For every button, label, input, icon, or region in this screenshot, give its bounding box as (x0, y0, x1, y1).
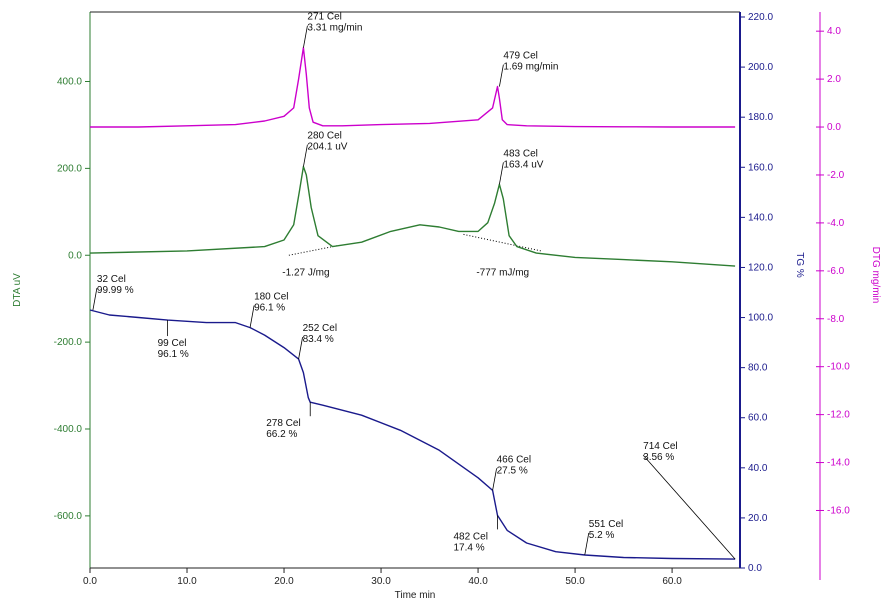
dta-tick-label: 0.0 (68, 250, 82, 261)
dtg-tick-label: -2.0 (827, 170, 845, 181)
tg-tick-label: 40.0 (748, 463, 768, 474)
dta-axis-label: DTA uV (12, 273, 23, 307)
dtg-tick-label: -4.0 (827, 218, 845, 229)
tg-tick-label: 80.0 (748, 363, 768, 374)
tg-tick-label: 100.0 (748, 313, 773, 324)
tg-axis-label: TG % (794, 252, 805, 278)
annotation-leader (492, 468, 498, 491)
annotation-leader (303, 144, 308, 167)
annotation-label: 180 Cel (254, 292, 288, 303)
dta-tick-label: -200.0 (54, 337, 83, 348)
dtg-tick-label: 2.0 (827, 74, 841, 85)
tg-tick-label: 140.0 (748, 212, 773, 223)
tg-tick-label: 180.0 (748, 112, 773, 123)
tg-tick-label: 220.0 (748, 12, 773, 23)
annotation-label: 96.1 % (254, 303, 285, 314)
annotation-label: 96.1 % (158, 349, 189, 360)
annotation-leader (92, 287, 98, 311)
x-tick-label: 40.0 (468, 576, 488, 587)
dta-tick-label: 200.0 (57, 163, 82, 174)
x-axis-label: Time min (395, 590, 436, 601)
annotation-label: 5.2 % (589, 530, 615, 541)
x-tick-label: 50.0 (565, 576, 585, 587)
tg-tick-label: 20.0 (748, 513, 768, 524)
dtg-series-line (90, 47, 736, 128)
annotation-label: 163.4 uV (503, 159, 543, 170)
annotation-label: 27.5 % (497, 465, 528, 476)
tg-tick-label: 120.0 (748, 262, 773, 273)
x-tick-label: 10.0 (177, 576, 197, 587)
annotation-label: 271 Cel (307, 12, 341, 23)
annotation-label: 17.4 % (453, 542, 484, 553)
annotation-leader (249, 305, 255, 328)
dtg-tick-label: -14.0 (827, 458, 850, 469)
annotation-label: 483 Cel (503, 148, 537, 159)
annotation-label: 3.56 % (643, 452, 674, 463)
x-tick-label: 20.0 (274, 576, 294, 587)
dtg-tick-label: -16.0 (827, 505, 850, 516)
annotation-label: 99 Cel (158, 338, 187, 349)
x-tick-label: 60.0 (662, 576, 682, 587)
annotation-label: 466 Cel (497, 454, 531, 465)
annotation-label: 66.2 % (266, 429, 297, 440)
annotation-label: 714 Cel (643, 441, 677, 452)
annotation-label: 278 Cel (266, 418, 300, 429)
dta-tick-label: 400.0 (57, 77, 82, 88)
dtg-tick-label: -12.0 (827, 410, 850, 421)
annotation-label: 204.1 uV (307, 142, 347, 153)
x-tick-label: 30.0 (371, 576, 391, 587)
dtg-axis-label: DTG mg/min (870, 247, 881, 304)
dtg-tick-label: 4.0 (827, 26, 841, 37)
annotation-leader (499, 162, 504, 185)
peak-baseline (463, 233, 542, 252)
tg-tick-label: 60.0 (748, 413, 768, 424)
tg-tick-label: 0.0 (748, 563, 762, 574)
dta-series-line (89, 165, 736, 267)
annotation-label: 99.99 % (97, 285, 134, 296)
annotation-leader (642, 454, 736, 560)
dta-tick-label: -400.0 (54, 424, 83, 435)
annotation-label: 280 Cel (307, 131, 341, 142)
peak-baseline (288, 245, 338, 256)
annotation-label: 479 Cel (503, 51, 537, 62)
annotation-label: 551 Cel (589, 519, 623, 530)
annotation-label: 482 Cel (453, 531, 487, 542)
annotation-label: -777 mJ/mg (476, 267, 529, 278)
annotation-leader (298, 337, 303, 360)
annotation-label: 3.31 mg/min (307, 23, 362, 34)
dtg-tick-label: -6.0 (827, 266, 845, 277)
annotation-leader (584, 532, 590, 556)
annotation-label: 32 Cel (97, 274, 126, 285)
annotation-label: 1.69 mg/min (503, 62, 558, 73)
dtg-tick-label: -10.0 (827, 362, 850, 373)
dtg-tick-label: 0.0 (827, 122, 841, 133)
annotation-label: 83.4 % (303, 334, 334, 345)
tg-tick-label: 160.0 (748, 162, 773, 173)
dtg-tick-label: -8.0 (827, 314, 845, 325)
annotation-label: -1.27 J/mg (282, 267, 329, 278)
annotation-leader (499, 64, 504, 87)
x-tick-label: 0.0 (83, 576, 97, 587)
tg-tick-label: 200.0 (748, 62, 773, 73)
tg-series-line (89, 309, 736, 560)
annotation-label: 252 Cel (303, 323, 337, 334)
dta-tick-label: -600.0 (54, 511, 83, 522)
annotation-leader (303, 25, 308, 48)
